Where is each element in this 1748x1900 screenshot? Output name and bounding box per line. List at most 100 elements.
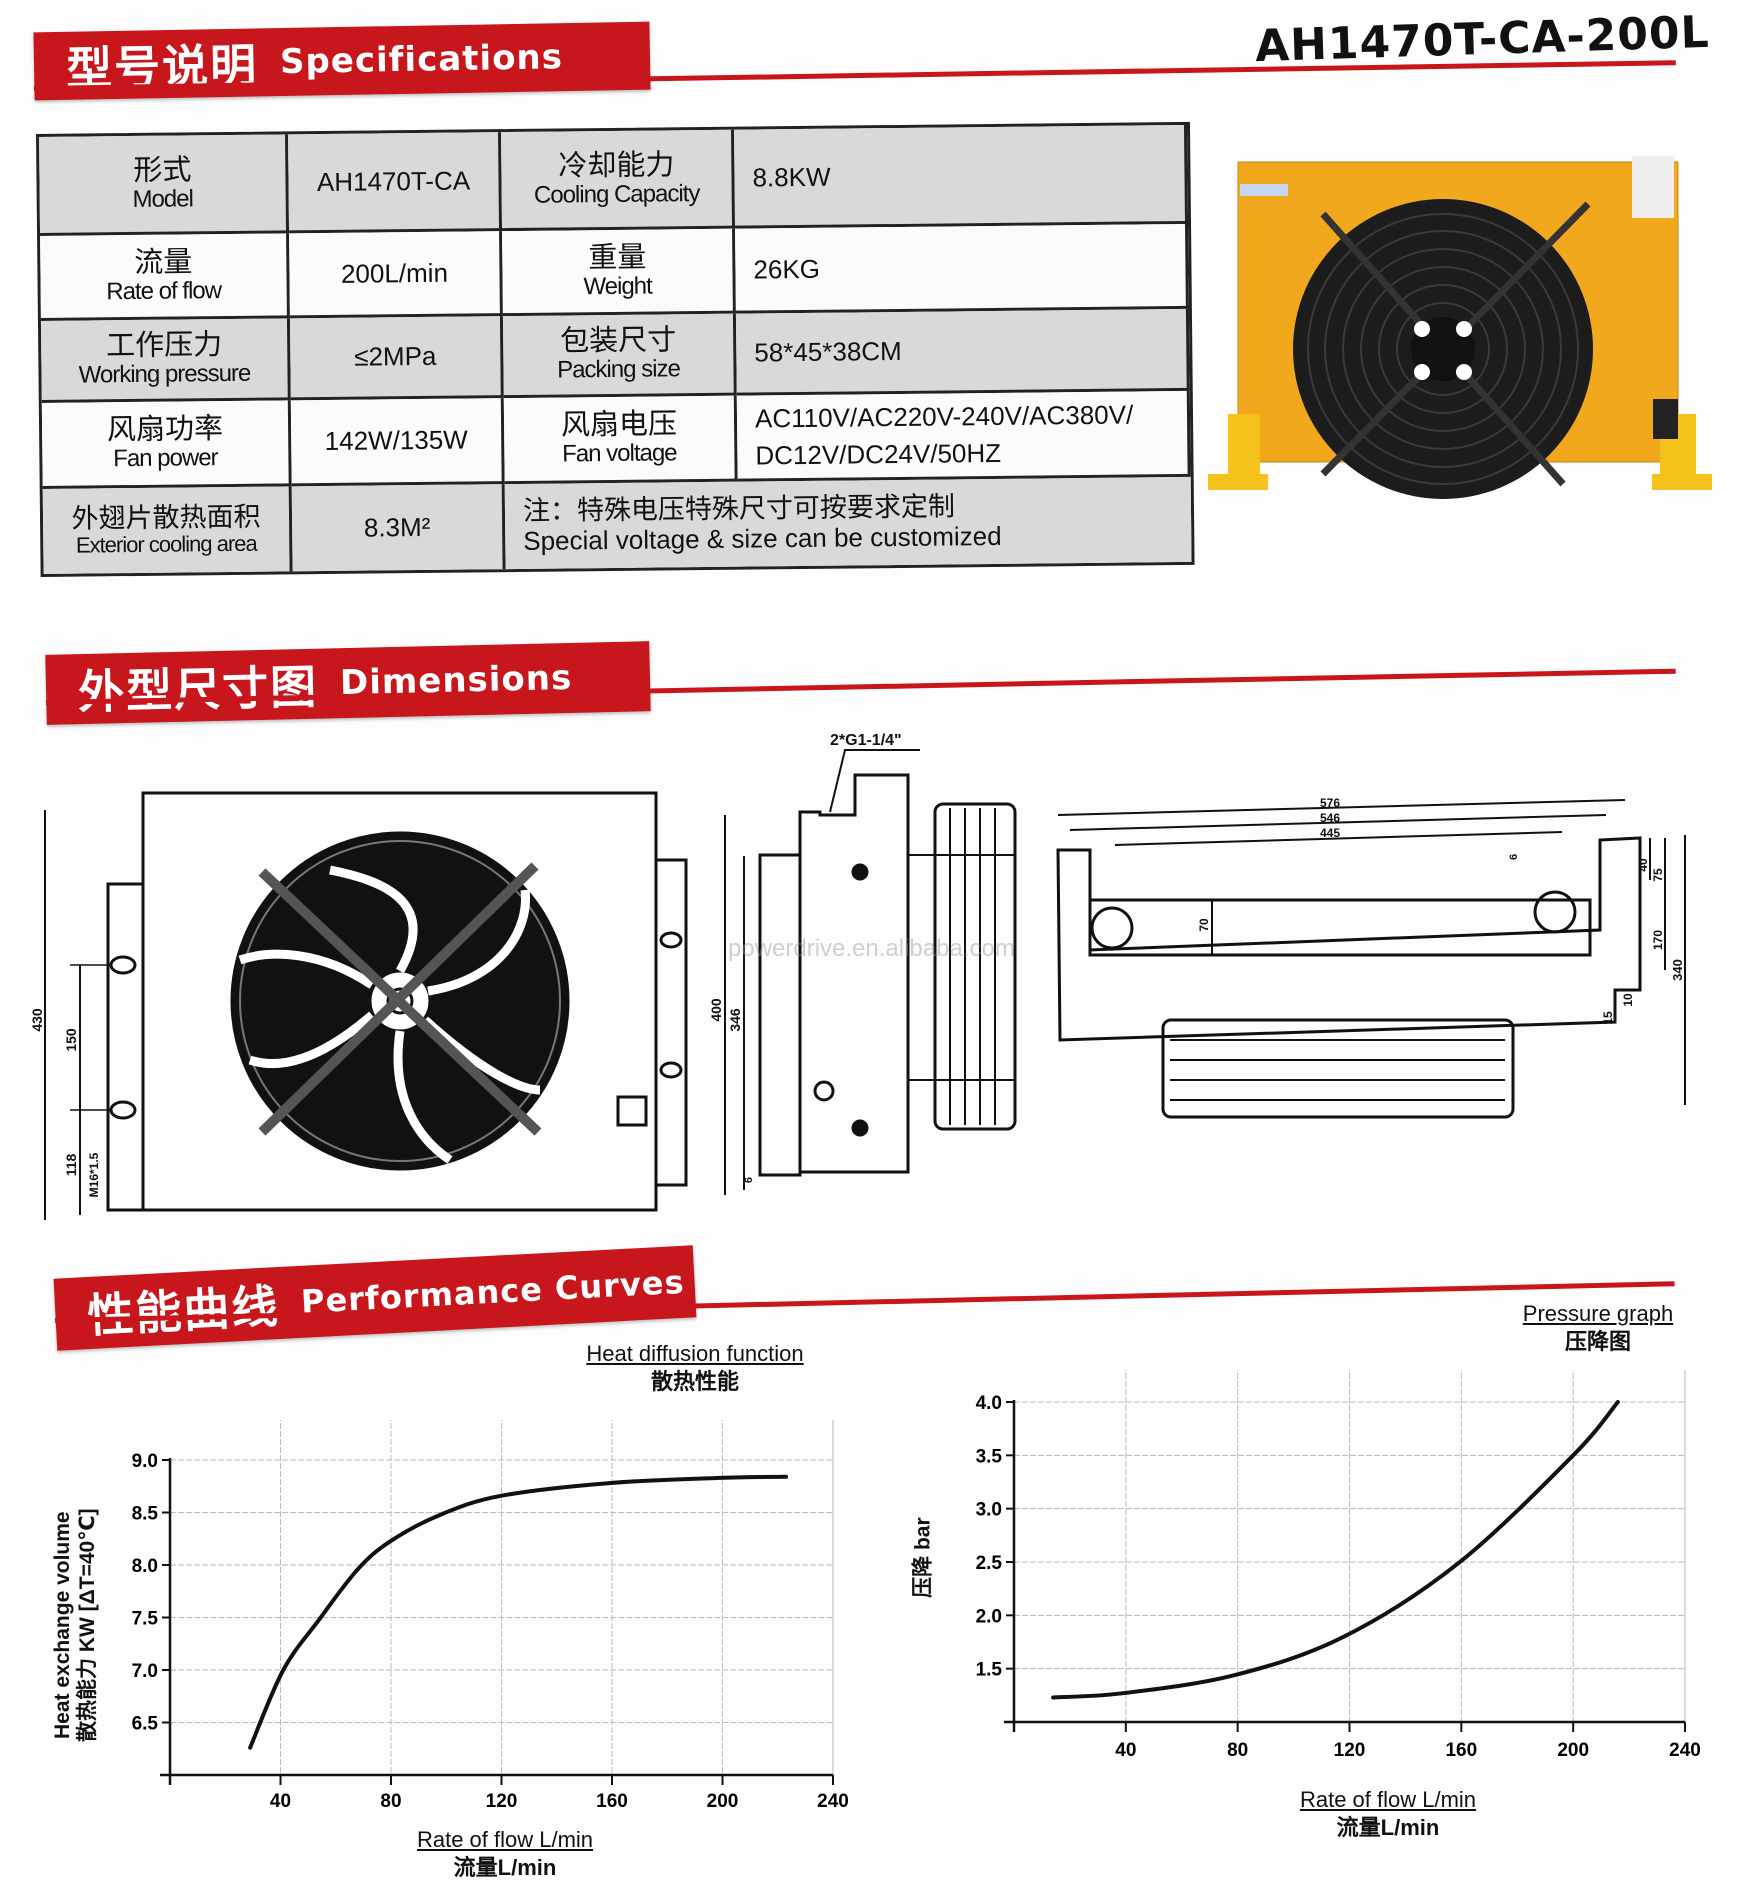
label-cn: 形式 bbox=[133, 152, 192, 187]
heat-diffusion-chart: 40 80 120 160 200 240 6.5 7.0 7.5 8.0 8.5 9.0 bbox=[132, 1420, 849, 1812]
label-en: Exterior cooling area bbox=[75, 530, 257, 558]
dim-side-inner: 346 bbox=[727, 1008, 743, 1032]
label-cn: 包装尺寸 bbox=[560, 322, 677, 358]
y-tick-label: 7.5 bbox=[132, 1609, 159, 1630]
dim-gap: 6 bbox=[1508, 854, 1520, 860]
top-view bbox=[1056, 799, 1686, 1119]
spec-label: 冷却能力 Cooling Capacity bbox=[501, 129, 736, 232]
x-tick-label: 240 bbox=[1669, 1740, 1701, 1761]
spec-label: 包装尺寸 Packing size bbox=[502, 313, 737, 399]
y-tick-label: 6.5 bbox=[132, 1714, 159, 1735]
dim-width-core: 445 bbox=[1320, 826, 1340, 840]
spec-table: 形式 Model AH1470T-CA 冷却能力 Cooling Capacity … bbox=[36, 121, 1195, 577]
dim-170: 170 bbox=[1651, 930, 1665, 950]
chart2-title-en: Pressure graph bbox=[1522, 1301, 1674, 1326]
value: AC110V/AC220V-240V/AC380V/ bbox=[754, 399, 1134, 434]
chart2-xlabel-en: Rate of flow L/min bbox=[1299, 1787, 1477, 1812]
y-tick-label: 1.5 bbox=[976, 1660, 1003, 1681]
chart1-ylabel-cn: 散热能力 KW [ΔT=40℃] bbox=[76, 1508, 99, 1742]
x-tick-label: 160 bbox=[596, 1791, 628, 1812]
performance-banner: 性能曲线 Performance Curves bbox=[53, 1245, 697, 1351]
chart2-xlabel: Rate of flow L/min 流量L/min bbox=[1268, 1786, 1508, 1841]
series-line bbox=[248, 1474, 789, 1750]
y-tick-label: 9.0 bbox=[132, 1451, 158, 1472]
spec-label: 风扇电压 Fan voltage bbox=[503, 395, 738, 485]
spec-note: 注：特殊电压特殊尺寸可按要求定制 Special voltage & size c… bbox=[504, 476, 1192, 570]
x-tick-label: 120 bbox=[486, 1791, 518, 1812]
spec-label: 形式 Model bbox=[39, 134, 290, 236]
chart1-xlabel-en: Rate of flow L/min bbox=[416, 1827, 594, 1852]
x-tick-label: 160 bbox=[1445, 1740, 1477, 1761]
chart1-title: Heat diffusion function 散热性能 bbox=[560, 1340, 830, 1395]
dim-side-gap: 6 bbox=[743, 1177, 755, 1183]
chart1-ylabel-en: Heat exchange volume bbox=[50, 1511, 74, 1739]
x-tick-label: 80 bbox=[1227, 1740, 1248, 1761]
spec-label: 流量 Rate of flow bbox=[40, 233, 290, 321]
value: 200L/min bbox=[340, 257, 449, 289]
dimensions-banner: 外型尺寸图 Dimensions bbox=[45, 641, 651, 725]
y-tick-label: 8.0 bbox=[132, 1556, 158, 1577]
label-en: Model bbox=[132, 185, 194, 213]
spec-label: 风扇功率 Fan power bbox=[41, 400, 292, 489]
spec-value: AC110V/AC220V-240V/AC380V/DC12V/DC24V/50… bbox=[736, 390, 1191, 482]
dim-40: 40 bbox=[1636, 858, 1650, 872]
y-tick-label: 2.0 bbox=[976, 1606, 1002, 1627]
label-cn: 重量 bbox=[588, 239, 647, 275]
value: 8.3M² bbox=[363, 512, 431, 543]
x-tick-label: 80 bbox=[380, 1791, 401, 1812]
label-cn: 风扇功率 bbox=[106, 411, 224, 447]
dim-75: 75 bbox=[1651, 868, 1665, 882]
section-title-cn: 性能曲线 bbox=[86, 1279, 281, 1344]
spec-label: 外翅片散热面积 Exterior cooling area bbox=[42, 486, 293, 574]
chart2-title: Pressure graph 压降图 bbox=[1480, 1300, 1716, 1355]
dim-width-total: 576 bbox=[1320, 796, 1340, 810]
chart1-title-en: Heat diffusion function bbox=[586, 1341, 804, 1366]
label-en: Rate of flow bbox=[106, 276, 222, 306]
spec-value: AH1470T-CA bbox=[288, 132, 503, 234]
value: 142W/135W bbox=[324, 424, 468, 457]
spec-value: 58*45*38CM bbox=[735, 308, 1190, 396]
label-cn: 风扇电压 bbox=[560, 406, 678, 442]
chart1-ylabel: Heat exchange volume 散热能力 KW [ΔT=40℃] bbox=[50, 1455, 100, 1795]
x-tick-label: 40 bbox=[1115, 1740, 1136, 1761]
chart2-xlabel-cn: 流量L/min bbox=[1336, 1814, 1440, 1840]
value: ≤2MPa bbox=[354, 341, 437, 372]
product-photo bbox=[1208, 156, 1712, 499]
label-en: Weight bbox=[583, 272, 652, 301]
dim-front-height: 430 bbox=[29, 1008, 45, 1032]
chart1-title-cn: 散热性能 bbox=[650, 1368, 739, 1394]
value: AH1470T-CA bbox=[316, 165, 471, 197]
dim-340: 340 bbox=[1670, 959, 1685, 981]
series-line bbox=[1051, 1400, 1620, 1700]
y-tick-label: 4.0 bbox=[976, 1393, 1002, 1414]
dimension-drawings: 430 150 118 M16*1.5 2*G1-1/4" 400 346 6 … bbox=[29, 732, 1686, 1220]
x-tick-label: 40 bbox=[270, 1791, 291, 1812]
x-tick-label: 120 bbox=[1334, 1740, 1366, 1761]
value: 26KG bbox=[753, 253, 821, 285]
watermark: powerdrive.en.alibaba.com bbox=[728, 935, 1015, 962]
dim-70: 70 bbox=[1197, 918, 1211, 932]
label-en: Fan voltage bbox=[562, 439, 677, 468]
note-en: Special voltage & size can be customized bbox=[523, 520, 1002, 556]
side-view bbox=[724, 749, 1017, 1195]
spec-label: 工作压力 Working pressure bbox=[40, 318, 291, 403]
spec-value: 8.8KW bbox=[733, 124, 1189, 229]
x-tick-label: 200 bbox=[707, 1791, 739, 1812]
y-tick-label: 3.0 bbox=[976, 1500, 1002, 1521]
spec-value: 8.3M² bbox=[291, 484, 506, 572]
chart2-title-cn: 压降图 bbox=[1564, 1328, 1631, 1354]
dim-side-height: 400 bbox=[708, 998, 724, 1022]
dim-width-mount: 546 bbox=[1320, 811, 1340, 825]
spec-label: 重量 Weight bbox=[502, 228, 736, 317]
x-tick-label: 200 bbox=[1557, 1740, 1589, 1761]
dim-15: 15 bbox=[1601, 1011, 1615, 1025]
dim-drain-port: M16*1.5 bbox=[87, 1152, 101, 1197]
y-tick-label: 3.5 bbox=[976, 1446, 1003, 1467]
section-title-cn: 外型尺寸图 bbox=[77, 659, 319, 720]
chart1-xlabel: Rate of flow L/min 流量L/min bbox=[380, 1826, 630, 1881]
pressure-chart: 40 80 120 160 200 240 1.5 2.0 2.5 3.0 3.5 4.0 bbox=[976, 1370, 1701, 1761]
y-tick-label: 8.5 bbox=[132, 1504, 159, 1525]
label-en: Fan power bbox=[113, 444, 218, 473]
spec-value: 26KG bbox=[735, 223, 1189, 314]
label-cn: 工作压力 bbox=[106, 327, 223, 363]
